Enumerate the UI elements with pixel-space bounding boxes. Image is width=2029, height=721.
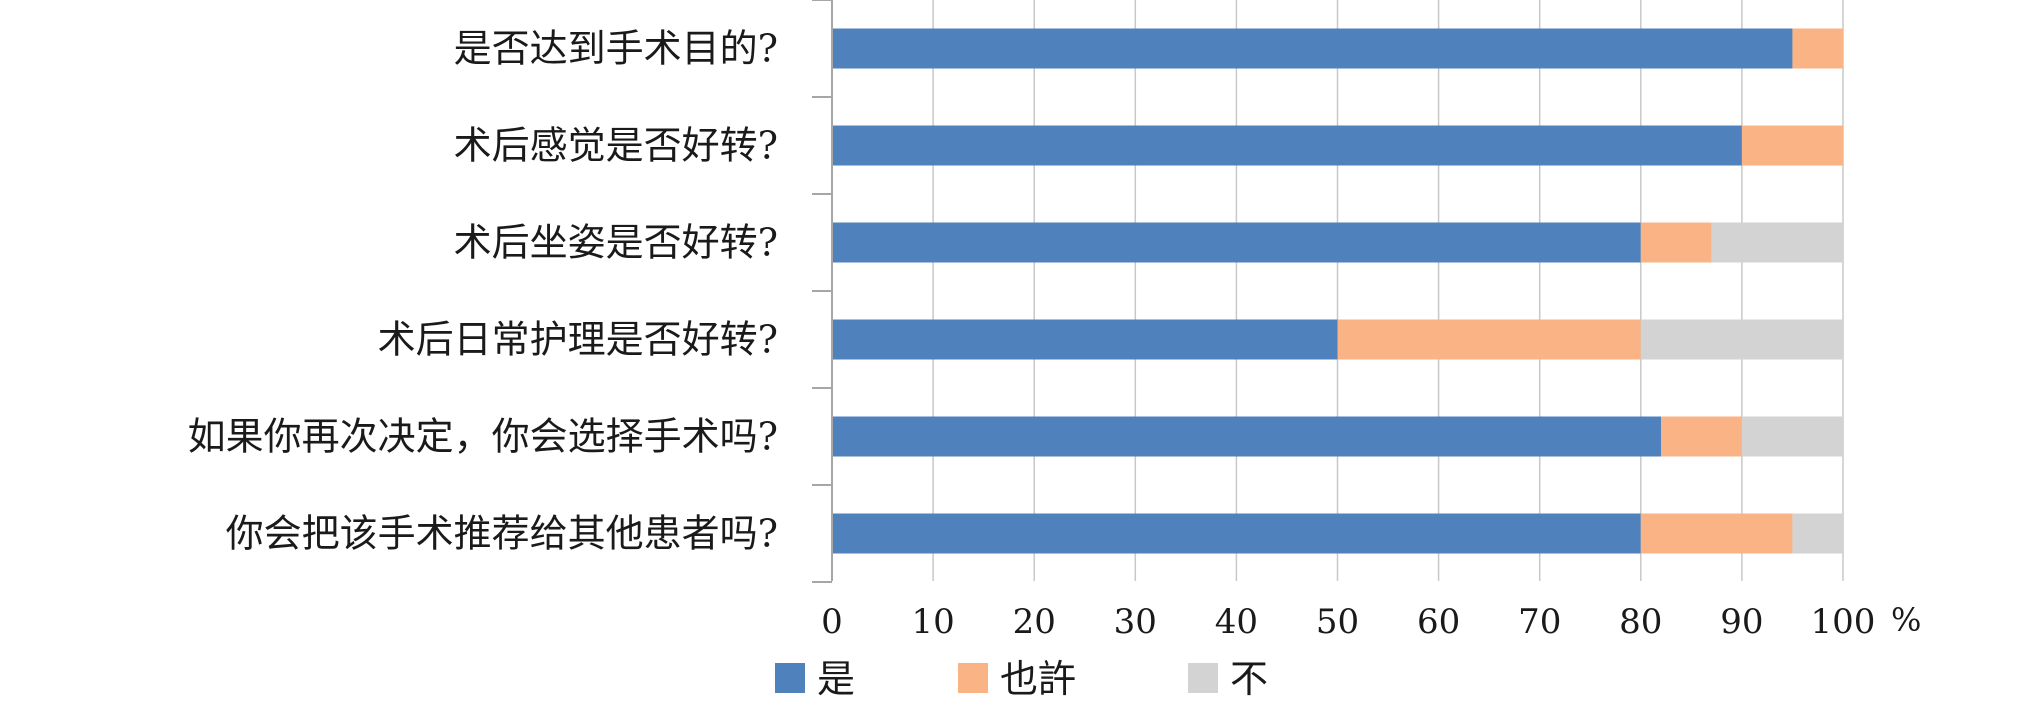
bar-segment-yes [832, 222, 1641, 263]
bar-segment-no [1792, 513, 1843, 554]
category-label: 如果你再次决定，你会选择手术吗? [188, 415, 778, 459]
axes [812, 0, 833, 583]
category-label: 术后坐姿是否好转? [454, 221, 778, 265]
bar-segment-yes [832, 28, 1793, 69]
bar-segment-yes [832, 513, 1641, 554]
bar-segment-maybe [1640, 513, 1793, 554]
bar-segment-no [1640, 319, 1843, 360]
x-tick-labels: 0 10 20 30 40 50 60 70 80 90 100% [821, 601, 1921, 642]
bar-segment-no [1741, 416, 1843, 457]
category-label: 你会把该手术推荐给其他患者吗? [226, 512, 778, 556]
x-tick-label: 90 [1720, 602, 1763, 642]
legend-label: 是 [817, 657, 855, 701]
x-tick-label: 40 [1215, 602, 1258, 642]
legend-label: 不 [1230, 657, 1268, 701]
x-tick-label: 50 [1316, 602, 1359, 642]
bar-segment-yes [832, 319, 1338, 360]
bar-segment-maybe [1741, 125, 1843, 166]
bar-segment-yes [832, 125, 1742, 166]
x-tick-label: 100 [1811, 602, 1876, 642]
x-tick-label: 80 [1619, 602, 1662, 642]
bar-segment-yes [832, 416, 1662, 457]
bar-segment-maybe [1661, 416, 1742, 457]
category-labels: 是否达到手术目的? 术后感觉是否好转? 术后坐姿是否好转? 术后日常护理是否好转? 如果… [188, 27, 778, 556]
bar-segment-maybe [1640, 222, 1712, 263]
x-tick-label: 20 [1013, 602, 1056, 642]
x-axis-unit: % [1891, 601, 1921, 639]
grid-lines [932, 0, 1844, 581]
bars [832, 28, 1843, 554]
legend: 是 也許 不 [775, 657, 1268, 701]
legend-swatch [775, 663, 805, 693]
x-tick-label: 60 [1417, 602, 1460, 642]
legend-label: 也許 [1000, 657, 1076, 701]
bar-segment-maybe [1337, 319, 1641, 360]
category-label: 术后日常护理是否好转? [378, 318, 778, 362]
x-tick-label: 10 [911, 602, 954, 642]
x-tick-label: 30 [1114, 602, 1157, 642]
x-tick-label: 70 [1518, 602, 1561, 642]
category-label: 是否达到手术目的? [454, 27, 778, 71]
legend-swatch [1188, 663, 1218, 693]
category-label: 术后感觉是否好转? [454, 124, 778, 168]
bar-segment-no [1711, 222, 1843, 263]
x-tick-label: 0 [821, 602, 843, 642]
legend-swatch [958, 663, 988, 693]
bar-segment-maybe [1792, 28, 1843, 69]
